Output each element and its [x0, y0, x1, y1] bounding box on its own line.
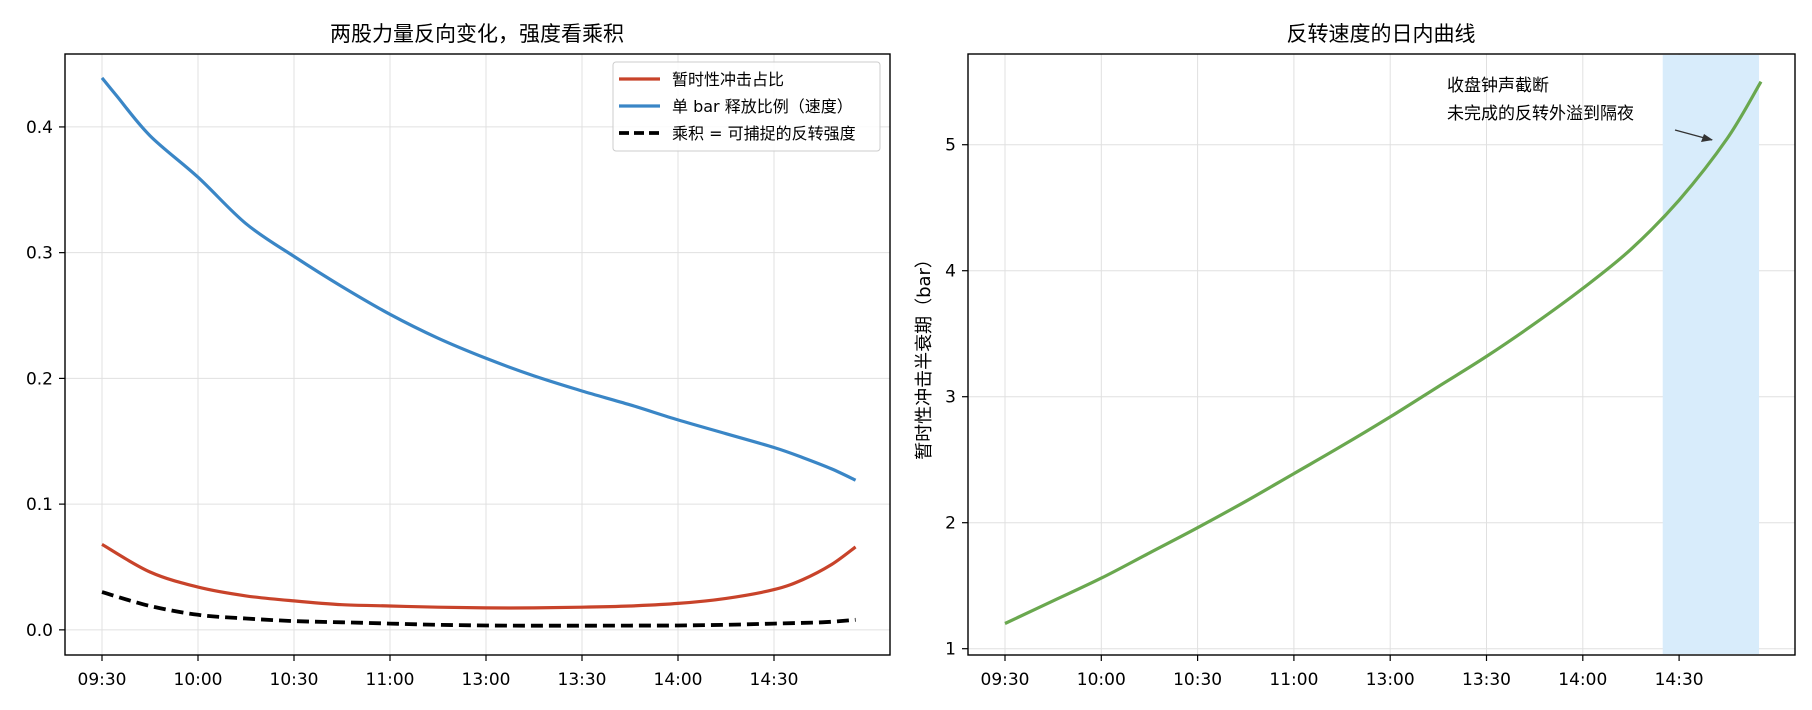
left-x-tick-label: 14:00	[654, 670, 703, 690]
right-plot-frame	[967, 53, 1796, 656]
left-series-line-2	[101, 590, 856, 628]
left-legend: 暂时性冲击占比 单 bar 释放比例（速度） 乘积 = 可捕捉的反转强度	[612, 61, 881, 152]
right-y-tick-label: 4	[945, 262, 956, 282]
left-plot-lines	[100, 76, 857, 628]
left-chart-title: 两股力量反向变化，强度看乘积	[330, 22, 624, 46]
left-axis-ticks: 09:30 10:00 10:30 11:00 13:00 13:30 14:00 14:30…	[26, 118, 799, 690]
left-y-tick-label: 0.2	[26, 369, 53, 389]
left-x-tick-label: 10:30	[270, 670, 319, 690]
right-plot-lines	[1004, 80, 1763, 625]
left-series-line-0	[101, 543, 857, 610]
left-y-tick-label: 0.3	[26, 244, 53, 264]
legend-box	[612, 61, 881, 152]
legend-label-impact: 暂时性冲击占比	[672, 70, 784, 89]
right-y-tick-label: 3	[945, 388, 956, 408]
left-y-tick-label: 0.1	[26, 495, 53, 515]
closing-period-shade	[1662, 55, 1760, 654]
left-x-tick-label: 11:00	[366, 670, 415, 690]
annotation-line-1: 收盘钟声截断	[1447, 76, 1549, 96]
right-x-tick-label: 11:00	[1269, 670, 1318, 690]
right-y-tick-label: 2	[945, 514, 956, 534]
left-plot-frame	[64, 53, 891, 656]
closing-annotation: 收盘钟声截断 未完成的反转外溢到隔夜	[1447, 76, 1713, 142]
right-x-tick-label: 09:30	[981, 670, 1030, 690]
left-x-tick-label: 09:30	[78, 670, 127, 690]
annotation-arrow-head	[1701, 134, 1713, 142]
left-series-line-1	[100, 76, 857, 482]
right-y-tick-label: 1	[945, 640, 956, 660]
right-x-tick-label: 14:00	[1558, 670, 1607, 690]
legend-label-product: 乘积 = 可捕捉的反转强度	[672, 124, 856, 143]
right-y-tick-label: 5	[945, 136, 956, 156]
right-x-tick-label: 13:30	[1462, 670, 1511, 690]
left-chart: 09:30 10:00 10:30 11:00 13:00 13:30 14:00 14:30…	[26, 22, 891, 690]
right-x-tick-label: 10:30	[1173, 670, 1222, 690]
left-x-tick-label: 13:30	[558, 670, 607, 690]
left-y-tick-label: 0.4	[26, 118, 53, 138]
right-x-tick-label: 10:00	[1077, 670, 1126, 690]
left-y-tick-label: 0.0	[26, 621, 53, 641]
left-x-tick-label: 13:00	[462, 670, 511, 690]
right-x-tick-label: 14:30	[1655, 670, 1704, 690]
right-series-line-0	[1004, 80, 1763, 625]
legend-label-speed: 单 bar 释放比例（速度）	[672, 97, 853, 116]
left-x-tick-label: 14:30	[750, 670, 799, 690]
right-x-tick-label: 13:00	[1366, 670, 1415, 690]
left-x-tick-label: 10:00	[174, 670, 223, 690]
right-chart-title: 反转速度的日内曲线	[1287, 22, 1476, 46]
right-axis-ticks: 09:30 10:00 10:30 11:00 13:00 13:30 14:00 14:30…	[945, 136, 1703, 690]
annotation-line-2: 未完成的反转外溢到隔夜	[1447, 104, 1634, 124]
right-y-axis-label: 暂时性冲击半衰期（bar）	[914, 250, 935, 460]
right-chart: 09:30 10:00 10:30 11:00 13:00 13:30 14:00 14:30…	[914, 22, 1796, 690]
